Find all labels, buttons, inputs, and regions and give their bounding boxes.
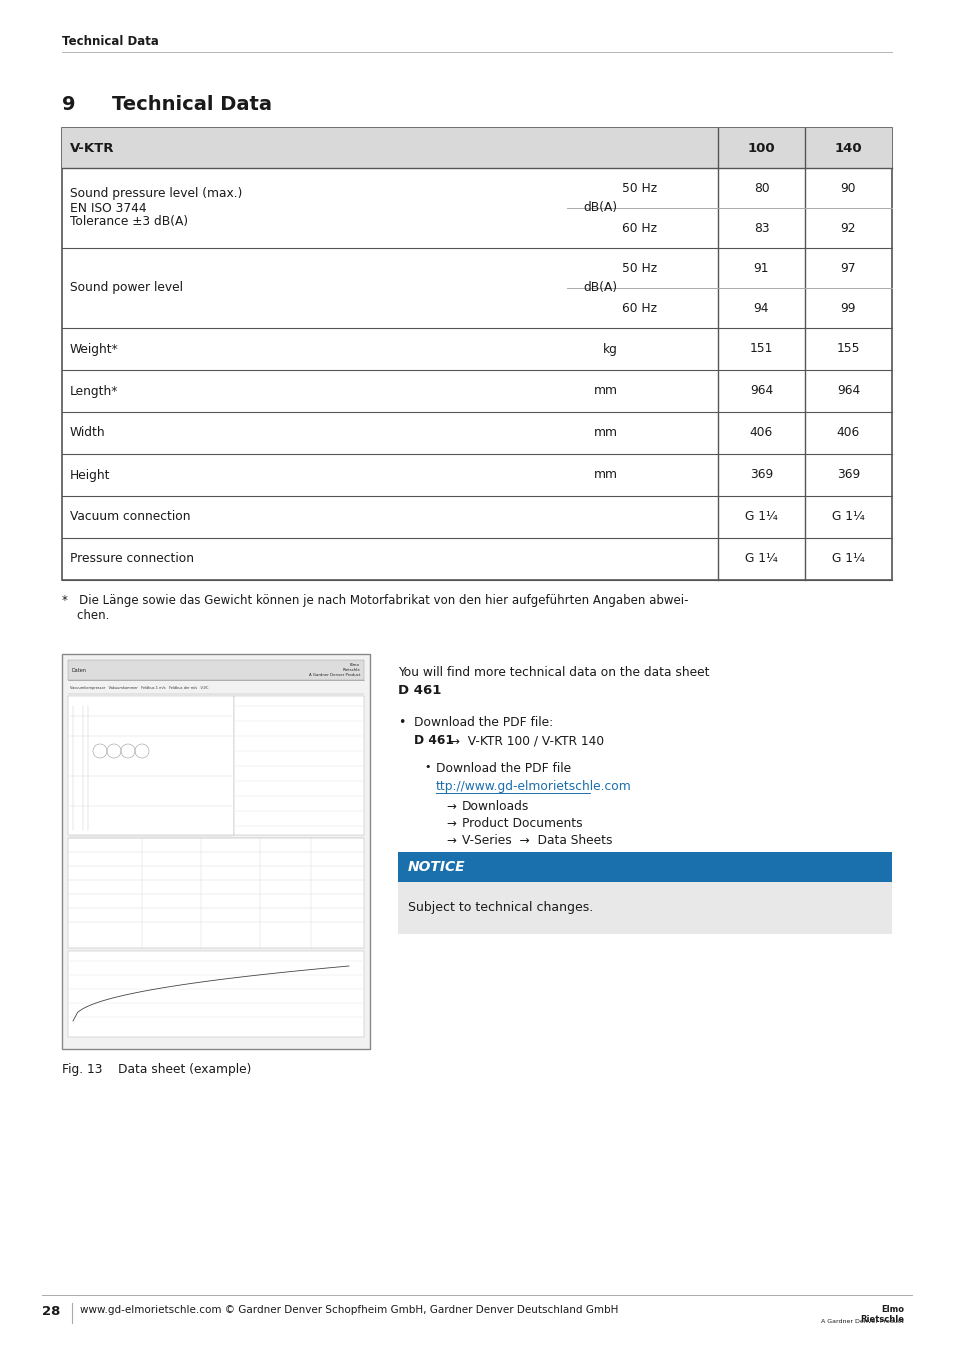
Text: 406: 406 [836,427,860,440]
Text: kg: kg [602,343,618,355]
Text: D 461: D 461 [414,734,454,747]
Text: 99: 99 [840,301,856,315]
Text: Pressure connection: Pressure connection [70,552,193,566]
Text: Fig. 13    Data sheet (example): Fig. 13 Data sheet (example) [62,1062,251,1076]
Text: V-KTR: V-KTR [70,142,114,154]
Text: A Gardner Denver Product: A Gardner Denver Product [821,1319,903,1324]
Text: EN ISO 3744: EN ISO 3744 [70,201,147,215]
Text: →: → [446,817,456,830]
Text: 964: 964 [749,385,772,397]
Text: dB(A): dB(A) [583,201,618,215]
Bar [68,838,364,948]
Text: Downloads: Downloads [461,801,529,813]
Text: Weight*: Weight* [70,343,118,355]
Text: Download the PDF file:: Download the PDF file: [414,716,553,729]
Text: 140: 140 [834,142,862,154]
Text: 151: 151 [749,343,772,355]
Text: →  V-KTR 100 / V-KTR 140: → V-KTR 100 / V-KTR 140 [441,734,603,747]
Bar [62,128,891,580]
Bar [62,653,370,1049]
Text: 92: 92 [840,221,856,235]
Text: *   Die Länge sowie das Gewicht können je nach Motorfabrikat von den hier aufgef: * Die Länge sowie das Gewicht können je … [62,594,688,608]
Text: 100: 100 [747,142,775,154]
Text: 50 Hz: 50 Hz [621,262,657,274]
Text: 97: 97 [840,262,856,274]
Text: G 1¹⁄₄: G 1¹⁄₄ [831,552,864,566]
Text: 60 Hz: 60 Hz [621,301,657,315]
Text: Technical Data: Technical Data [62,35,159,49]
Bar [397,852,891,882]
Text: Vacuumkompressor   Vakuumkammer   Feldbus 1 m/s   Feldbus der m/s   V-VC: Vacuumkompressor Vakuumkammer Feldbus 1 … [70,686,209,690]
Text: chen.: chen. [62,609,110,622]
Text: mm: mm [594,427,618,440]
Text: Sound power level: Sound power level [70,282,183,294]
Bar [233,697,364,836]
Text: www.gd-elmorietschle.com © Gardner Denver Schopfheim GmbH, Gardner Denver Deutsc: www.gd-elmorietschle.com © Gardner Denve… [80,1305,618,1315]
Text: Tolerance ±3 dB(A): Tolerance ±3 dB(A) [70,216,188,228]
Text: Elmo
Rietschle: Elmo Rietschle [859,1305,903,1324]
Text: →: → [446,834,456,846]
Text: ttp://www.gd-elmorietschle.com: ttp://www.gd-elmorietschle.com [436,780,631,792]
Text: →: → [446,801,456,813]
Text: 406: 406 [749,427,772,440]
Text: 28: 28 [42,1305,60,1318]
Bar [397,882,891,934]
Text: Width: Width [70,427,106,440]
Text: 155: 155 [836,343,860,355]
Text: 91: 91 [753,262,768,274]
Text: 83: 83 [753,221,768,235]
Text: 369: 369 [836,468,860,482]
Text: •: • [397,716,405,729]
Text: mm: mm [594,385,618,397]
Text: Elmo
Rietschle
A Gardner Denver Product: Elmo Rietschle A Gardner Denver Product [309,663,359,676]
Text: mm: mm [594,468,618,482]
Bar [68,950,364,1037]
Text: Sound pressure level (max.): Sound pressure level (max.) [70,188,242,201]
Text: dB(A): dB(A) [583,282,618,294]
Bar [68,697,233,836]
Text: You will find more technical data on the data sheet: You will find more technical data on the… [397,666,709,679]
Text: NOTICE: NOTICE [408,860,465,873]
Text: D 461: D 461 [397,684,441,697]
Text: 80: 80 [753,181,768,194]
Text: 90: 90 [840,181,856,194]
Text: Vacuum connection: Vacuum connection [70,510,191,524]
Text: Technical Data: Technical Data [112,95,272,113]
Text: •: • [423,761,430,772]
Text: 60 Hz: 60 Hz [621,221,657,235]
Text: V-Series  →  Data Sheets: V-Series → Data Sheets [461,834,612,846]
Text: Height: Height [70,468,111,482]
Text: Download the PDF file: Download the PDF file [436,761,571,775]
Text: Subject to technical changes.: Subject to technical changes. [408,902,593,914]
Text: 50 Hz: 50 Hz [621,181,657,194]
Text: 369: 369 [749,468,772,482]
Text: 94: 94 [753,301,768,315]
Text: Length*: Length* [70,385,118,397]
Bar [62,128,891,167]
Text: G 1¹⁄₄: G 1¹⁄₄ [831,510,864,524]
Text: Daten: Daten [71,667,87,672]
Text: 964: 964 [836,385,860,397]
Text: 9: 9 [62,95,75,113]
Bar [68,660,364,680]
Text: Product Documents: Product Documents [461,817,582,830]
Text: G 1¹⁄₄: G 1¹⁄₄ [744,510,777,524]
Text: G 1¹⁄₄: G 1¹⁄₄ [744,552,777,566]
